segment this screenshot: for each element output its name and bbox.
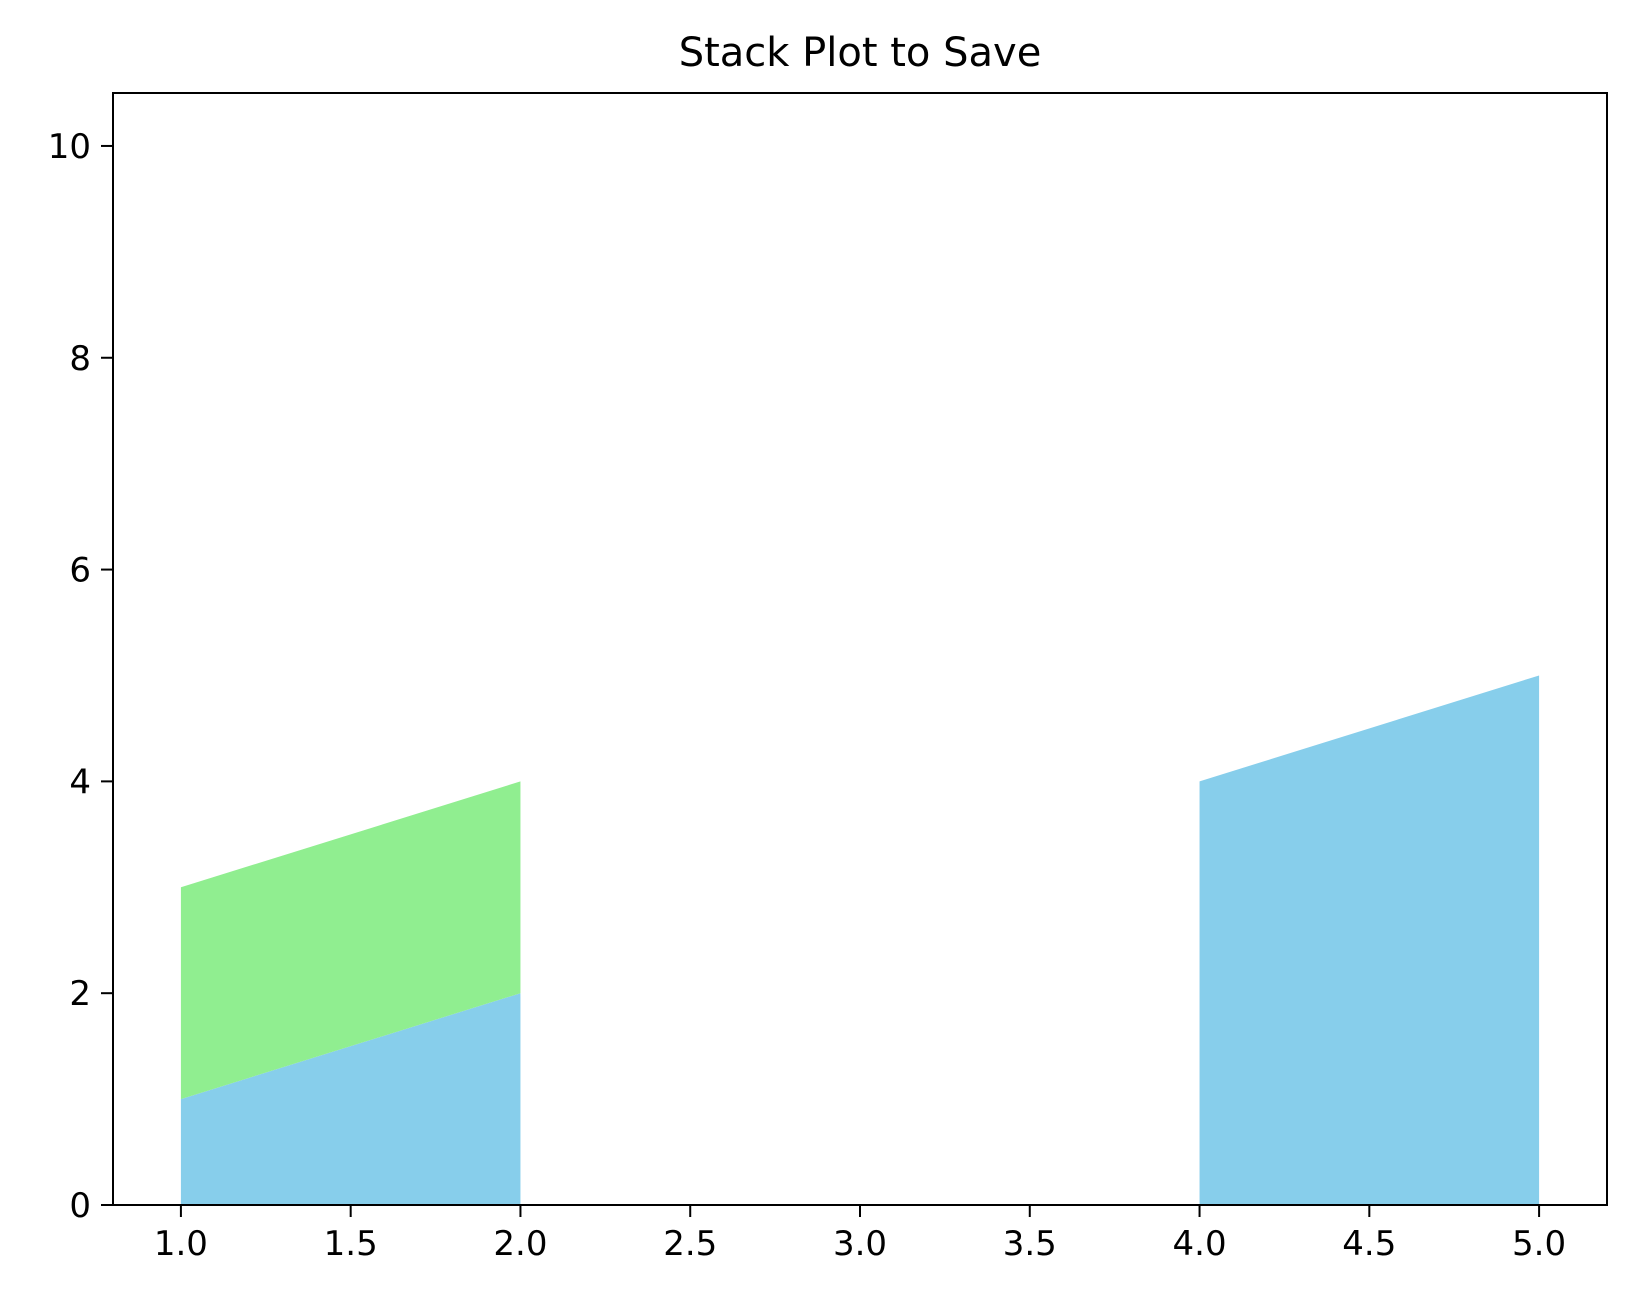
- chart-title: Stack Plot to Save: [679, 30, 1042, 76]
- y-tick-label: 6: [69, 551, 91, 591]
- area-series-1-segment-1: [180, 993, 521, 1205]
- x-axis: 1.0 1.5 2.0 2.5 3.0 3.5 4.0 4.5 5.0: [154, 1205, 1566, 1264]
- y-tick-label: 10: [48, 127, 91, 167]
- y-tick-label: 2: [69, 974, 91, 1014]
- area-series-1-segment-2: [1199, 675, 1540, 1205]
- x-tick-label: 2.5: [663, 1224, 717, 1264]
- area-series-2-segment-1: [180, 781, 521, 1100]
- x-tick-label: 1.5: [324, 1224, 378, 1264]
- y-axis: 0 2 4 6 8 10: [48, 127, 113, 1226]
- areas-layer: [180, 675, 1540, 1205]
- x-tick-label: 4.0: [1173, 1224, 1227, 1264]
- x-tick-label: 5.0: [1512, 1224, 1566, 1264]
- x-tick-label: 1.0: [154, 1224, 208, 1264]
- y-tick-label: 4: [69, 762, 91, 802]
- y-tick-label: 0: [69, 1186, 91, 1226]
- x-tick-label: 3.0: [833, 1224, 887, 1264]
- x-tick-label: 2.0: [493, 1224, 547, 1264]
- y-tick-label: 8: [69, 339, 91, 379]
- x-tick-label: 3.5: [1003, 1224, 1057, 1264]
- x-tick-label: 4.5: [1342, 1224, 1396, 1264]
